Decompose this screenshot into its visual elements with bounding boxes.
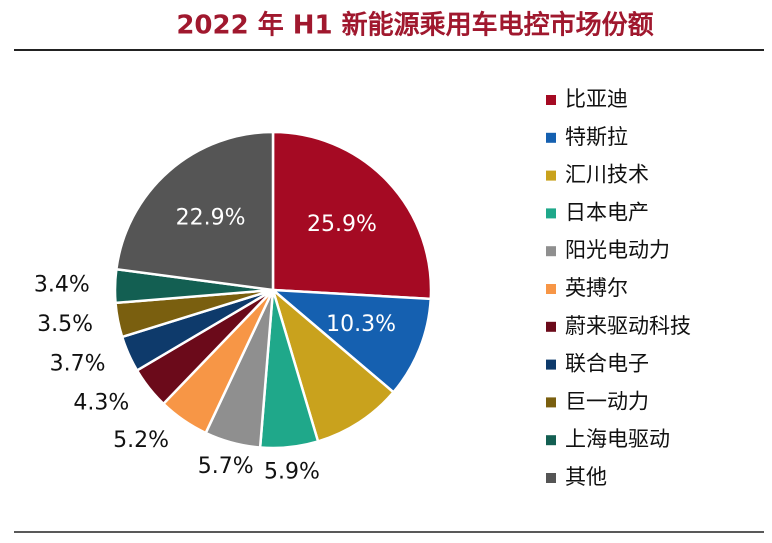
legend-label: 日本电产	[565, 200, 649, 224]
legend-label: 特斯拉	[565, 125, 628, 149]
legend-swatch	[546, 284, 556, 294]
legend-label: 上海电驱动	[565, 427, 670, 451]
legend-swatch	[546, 359, 556, 370]
legend-label: 英搏尔	[565, 276, 628, 300]
data-label: 3.4%	[34, 272, 90, 297]
data-label: 22.9%	[176, 206, 246, 231]
pie-slice	[269, 288, 433, 394]
pie-slice	[270, 286, 396, 444]
data-label: 3.7%	[50, 351, 106, 376]
data-label: 4.3%	[73, 391, 129, 416]
legend-label: 联合电子	[565, 352, 649, 376]
legend-label: 汇川技术	[565, 163, 649, 187]
legend-swatch	[546, 246, 556, 257]
legend-swatch	[546, 132, 556, 143]
pie-slice	[114, 130, 275, 292]
legend-label: 比亚迪	[565, 87, 628, 111]
legend-swatch	[546, 208, 556, 219]
data-label: 25.9%	[307, 212, 377, 237]
data-label: 3.5%	[37, 312, 93, 337]
legend-swatch	[546, 435, 556, 446]
legend-swatch	[546, 95, 556, 105]
legend-label: 其他	[565, 465, 607, 489]
chart-title: 2022 年 H1 新能源乘用车电控市场份额	[176, 10, 653, 41]
legend-swatch	[546, 170, 556, 181]
data-label: 10.3%	[326, 312, 396, 337]
legend-label: 蔚来驱动科技	[565, 314, 691, 338]
legend-swatch	[546, 321, 556, 332]
data-label: 5.2%	[113, 428, 169, 453]
legend-label: 巨一动力	[565, 389, 649, 413]
legend-swatch	[546, 397, 556, 408]
legend-swatch	[546, 473, 556, 483]
legend-label: 阳光电动力	[565, 238, 670, 262]
data-label: 5.7%	[198, 454, 254, 479]
pie-slice	[271, 130, 433, 301]
data-label: 5.9%	[264, 459, 320, 484]
